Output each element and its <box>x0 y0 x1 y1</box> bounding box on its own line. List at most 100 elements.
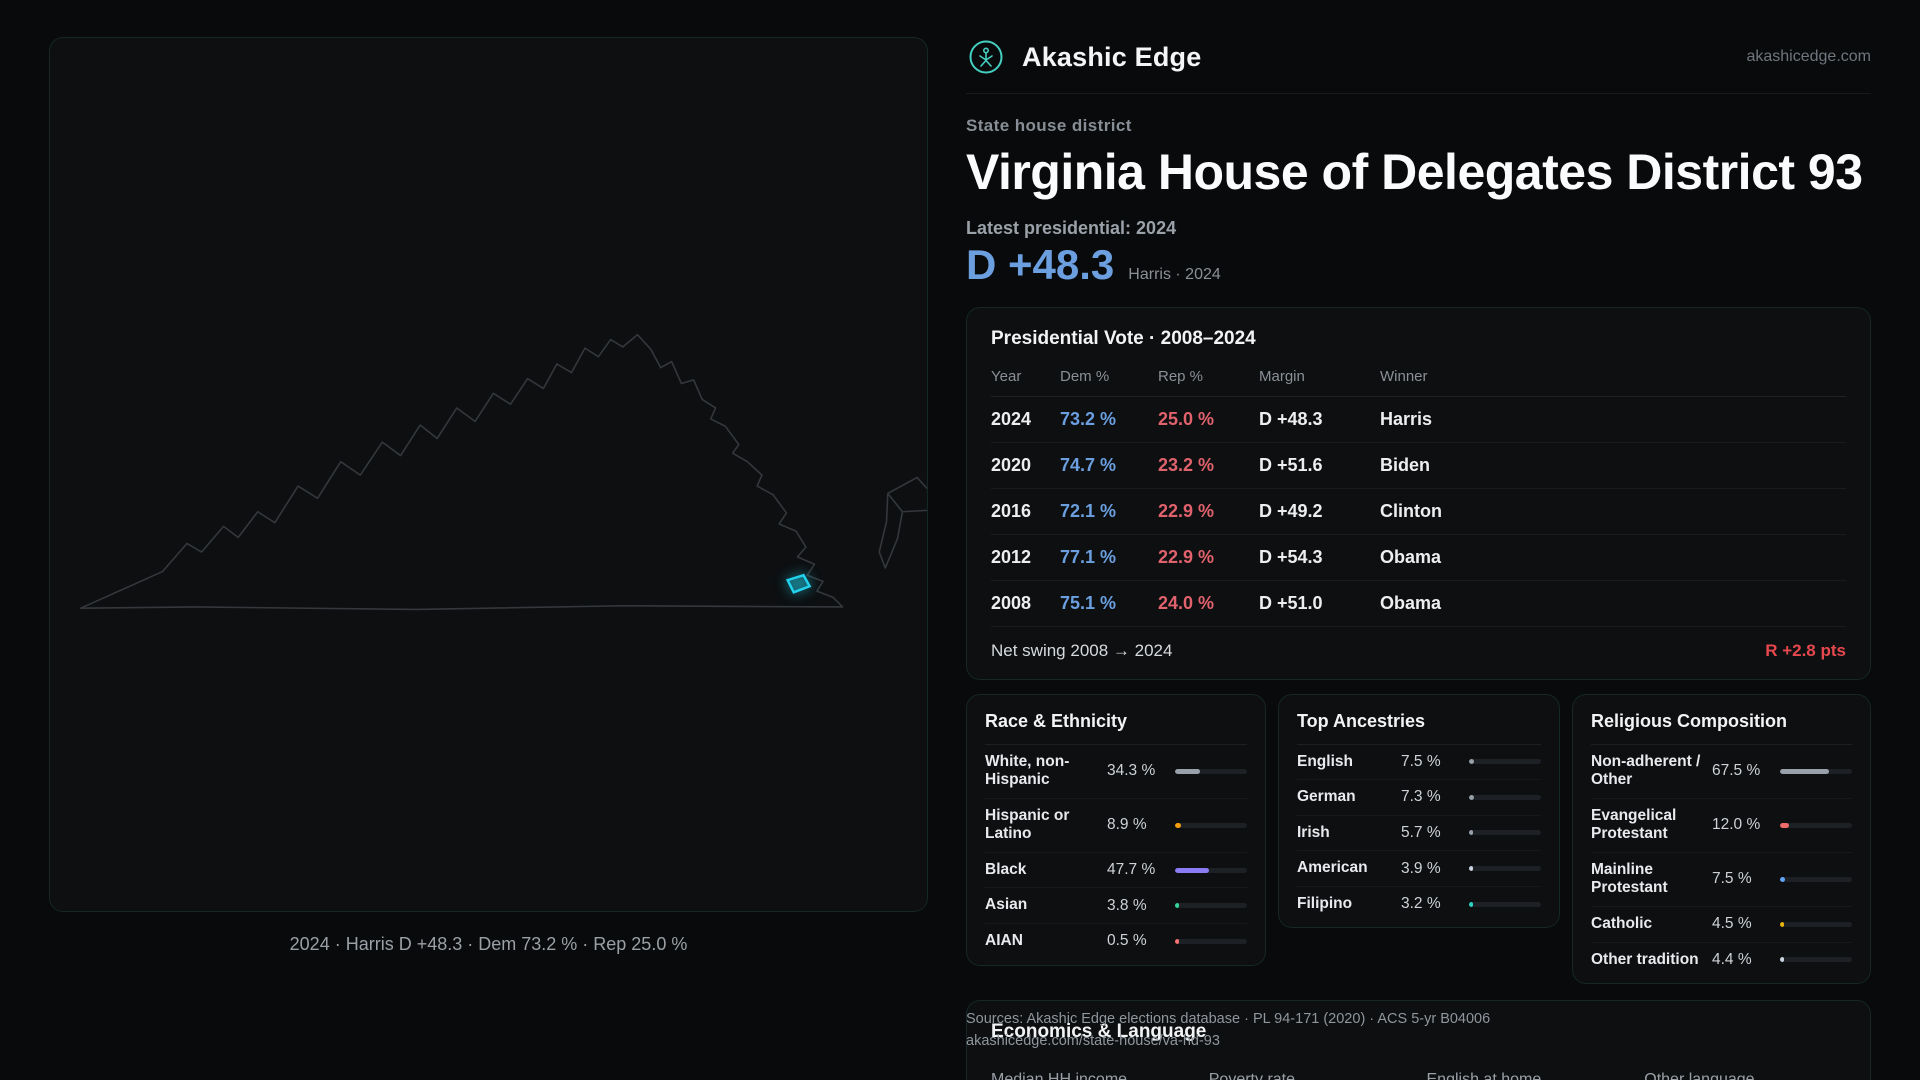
top-ancestries-card: Top Ancestries English 7.5 % German 7.3 … <box>1278 693 1560 929</box>
winner-cell: Obama <box>1380 580 1846 627</box>
stat-label: Filipino <box>1297 894 1353 912</box>
demographics-row: Race & Ethnicity White, non-Hispanic 34.… <box>966 693 1871 985</box>
stat-bar-fill <box>1780 957 1784 963</box>
presidential-table-row: 2016 72.1 % 22.9 % D +49.2 Clinton <box>991 488 1846 535</box>
stat-value: 3.2 % <box>1401 895 1441 913</box>
margin-cell: D +51.0 <box>1259 580 1380 627</box>
race-ethnicity-card: Race & Ethnicity White, non-Hispanic 34.… <box>966 693 1266 966</box>
stat-label: Black <box>985 860 1027 878</box>
latest-presidential-label: Latest presidential: 2024 <box>966 217 1177 238</box>
stat-value: 0.5 % <box>1107 932 1147 950</box>
economics-language-card: Economics & Language Median HH income $6… <box>966 1000 1871 1080</box>
stat-bar-track <box>1469 830 1541 836</box>
stat-label: Evangelical Protestant <box>1591 806 1677 843</box>
economic-stat: Median HH income $65,912 <box>991 1071 1193 1080</box>
net-swing-row: Net swing 2008 → 2024 R +2.8 pts <box>991 627 1846 669</box>
winner-cell: Clinton <box>1380 488 1846 535</box>
race-stat-row: AIAN 0.5 % <box>985 924 1247 959</box>
religion-stat-row: Non-adherent / Other 67.5 % <box>1591 745 1852 799</box>
district-93-highlight <box>785 573 812 594</box>
dem-percent-cell: 74.7 % <box>1060 442 1158 489</box>
column-header-margin: Margin <box>1259 357 1380 397</box>
ancestry-stat-row: English 7.5 % <box>1297 745 1541 781</box>
rep-percent-cell: 24.0 % <box>1158 580 1259 627</box>
stat-label: English <box>1297 752 1353 770</box>
column-header-rep: Rep % <box>1158 357 1259 397</box>
stat-bar-fill <box>1780 768 1829 774</box>
stat-bar-track <box>1780 768 1852 774</box>
economic-stat-label: Other language <box>1644 1071 1755 1080</box>
rep-percent-cell: 25.0 % <box>1158 396 1259 443</box>
rep-percent-cell: 22.9 % <box>1158 534 1259 581</box>
presidential-table-row: 2008 75.1 % 24.0 % D +51.0 Obama <box>991 580 1846 627</box>
winner-cell: Biden <box>1380 442 1846 489</box>
religion-stat-row: Mainline Protestant 7.5 % <box>1591 853 1852 908</box>
year-cell: 2016 <box>991 488 1060 535</box>
economic-stat: Poverty rate 15.9 % <box>1209 1071 1411 1080</box>
district-map-panel[interactable] <box>49 37 928 912</box>
economic-stat-label: Median HH income <box>991 1071 1128 1080</box>
year-cell: 2024 <box>991 396 1060 443</box>
akashic-edge-logo-icon <box>966 37 1006 77</box>
year-cell: 2020 <box>991 442 1060 489</box>
margin-cell: D +48.3 <box>1259 396 1380 443</box>
stat-value: 67.5 % <box>1712 762 1761 780</box>
stat-label: Asian <box>985 896 1028 914</box>
stat-value: 47.7 % <box>1107 861 1156 879</box>
presidential-vote-table: Year Dem % Rep % Margin Winner 2024 73.2… <box>991 357 1846 627</box>
stat-value: 12.0 % <box>1712 816 1761 834</box>
stat-label: Non-adherent / Other <box>1591 752 1701 789</box>
stat-bar-track <box>1780 921 1852 927</box>
maryland-border-line <box>887 476 927 513</box>
ancestry-stat-row: American 3.9 % <box>1297 851 1541 887</box>
stat-bar-fill <box>1469 794 1475 800</box>
stat-label: German <box>1297 788 1356 806</box>
margin-cell: D +51.6 <box>1259 442 1380 489</box>
ancestries-card-title: Top Ancestries <box>1297 711 1541 745</box>
column-header-year: Year <box>991 357 1060 397</box>
stat-value: 7.5 % <box>1712 870 1752 888</box>
race-card-title: Race & Ethnicity <box>985 711 1247 745</box>
stat-label: AIAN <box>985 932 1023 950</box>
presidential-table-row: 2020 74.7 % 23.2 % D +51.6 Biden <box>991 442 1846 489</box>
headline-margin-value: D +48.3 <box>966 240 1115 288</box>
margin-cell: D +49.2 <box>1259 488 1380 535</box>
dem-percent-cell: 75.1 % <box>1060 580 1158 627</box>
stat-bar-fill <box>1780 921 1784 927</box>
stat-label: Other tradition <box>1591 950 1699 968</box>
column-header-winner: Winner <box>1380 357 1846 397</box>
stat-value: 34.3 % <box>1107 762 1156 780</box>
stat-bar-track <box>1780 957 1852 963</box>
stat-bar-fill <box>1469 830 1474 836</box>
stat-bar-fill <box>1780 822 1789 828</box>
stat-bar-track <box>1780 876 1852 882</box>
stat-bar-track <box>1175 938 1247 944</box>
economic-stat: English at home 88.0 % <box>1427 1071 1629 1080</box>
brand-domain-link[interactable]: akashicedge.com <box>1746 48 1871 65</box>
eastern-shore-outline <box>878 492 904 569</box>
stat-bar-fill <box>1175 938 1179 944</box>
stat-bar-track <box>1175 867 1247 873</box>
stat-label: Irish <box>1297 823 1330 841</box>
kicker-label: State house district <box>966 116 1132 135</box>
map-column: 2024 · Harris D +48.3 · Dem 73.2 % · Rep… <box>49 37 928 1043</box>
stat-bar-track <box>1469 759 1541 765</box>
stat-bar-track <box>1175 822 1247 828</box>
stat-label: Hispanic or Latino <box>985 806 1070 843</box>
stat-value: 4.5 % <box>1712 915 1752 933</box>
stat-bar-fill <box>1469 866 1473 872</box>
stat-bar-fill <box>1175 822 1182 828</box>
column-header-dem: Dem % <box>1060 357 1158 397</box>
stat-bar-track <box>1469 794 1541 800</box>
presidential-card-title: Presidential Vote · 2008–2024 <box>991 327 1256 349</box>
dem-percent-cell: 77.1 % <box>1060 534 1158 581</box>
ancestry-stat-row: German 7.3 % <box>1297 780 1541 816</box>
stat-label: Catholic <box>1591 915 1653 933</box>
stat-bar-fill <box>1469 759 1475 765</box>
religion-stat-row: Catholic 4.5 % <box>1591 907 1852 943</box>
economic-stat-label: Poverty rate <box>1208 1071 1296 1080</box>
stat-bar-fill <box>1175 768 1200 774</box>
dem-percent-cell: 72.1 % <box>1060 488 1158 535</box>
religion-stat-row: Evangelical Protestant 12.0 % <box>1591 799 1852 853</box>
